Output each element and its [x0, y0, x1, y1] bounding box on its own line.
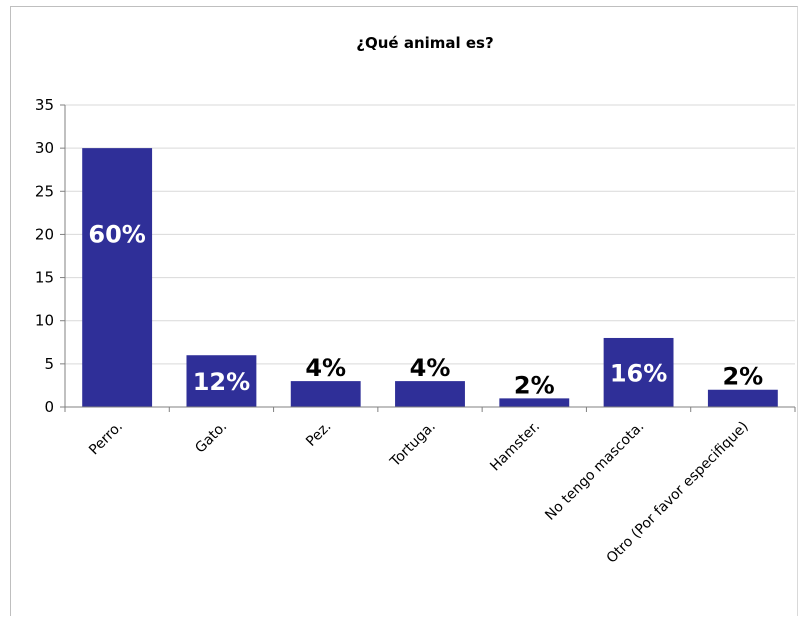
y-tick-label: 25	[35, 182, 54, 200]
y-tick-label: 15	[35, 269, 54, 287]
data-label: 2%	[722, 363, 763, 391]
x-tick-label: No tengo mascota.	[542, 419, 647, 524]
bar	[186, 355, 257, 407]
chart-frame	[10, 6, 798, 616]
data-label: 2%	[514, 371, 555, 399]
data-label: 60%	[88, 220, 145, 248]
y-tick-label: 5	[44, 355, 54, 373]
x-tick-label: Perro.	[86, 419, 126, 459]
x-tick-label: Tortuga.	[387, 419, 439, 471]
y-tick-label: 35	[35, 96, 54, 114]
data-label: 4%	[305, 354, 346, 382]
y-tick-label: 30	[35, 139, 54, 157]
data-labels: 60% 12% 4% 4% 2% 16% 2%	[88, 220, 763, 399]
x-tick-label: Gato.	[192, 419, 230, 457]
chart-title: ¿Qué animal es?	[356, 34, 493, 52]
gridlines	[65, 104, 795, 365]
bar	[395, 381, 465, 407]
bar	[290, 381, 361, 407]
bar	[603, 337, 674, 407]
bar	[499, 398, 570, 407]
bars	[82, 148, 778, 407]
data-label: 12%	[193, 368, 250, 396]
bar	[82, 148, 153, 407]
y-tick-label: 10	[35, 312, 54, 330]
data-label: 16%	[610, 359, 667, 387]
y-tick-label: 0	[44, 398, 54, 416]
y-tick-label: 20	[35, 225, 54, 243]
data-label: 4%	[410, 354, 451, 382]
x-tick-label: Pez.	[303, 419, 334, 450]
bar	[707, 389, 778, 407]
x-tick-label: Hamster.	[487, 419, 543, 475]
